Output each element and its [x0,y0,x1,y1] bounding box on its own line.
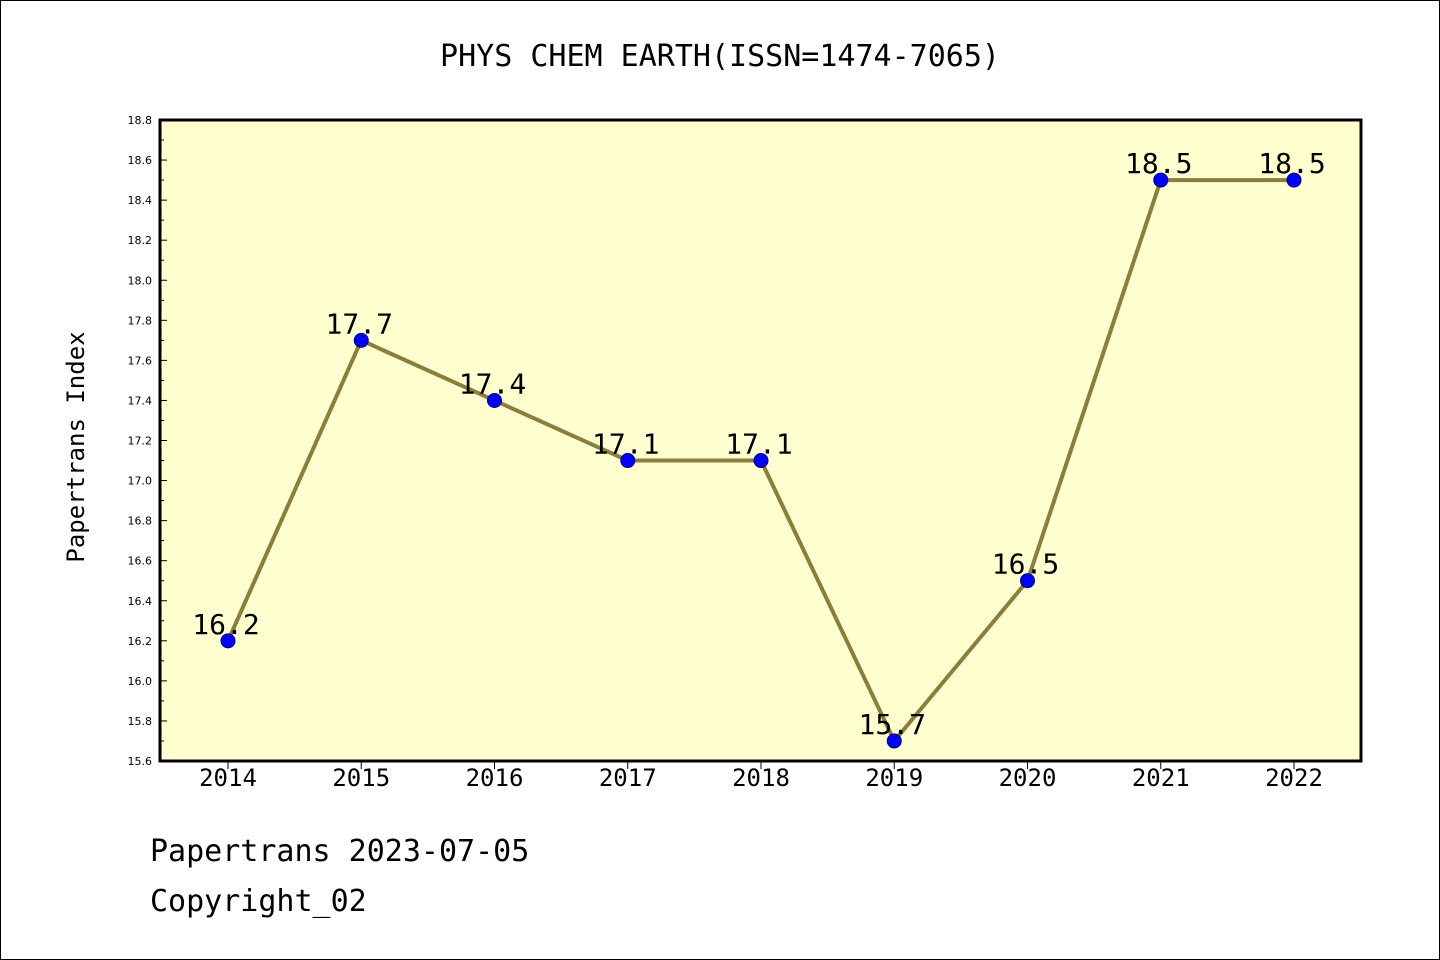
y-tick-label: 16.8 [128,515,153,528]
x-tick-label: 2017 [599,764,657,792]
data-label: 16.5 [992,548,1059,581]
footer-copyright: Copyright_02 [150,884,367,919]
y-tick-label: 18.2 [128,234,153,247]
plot-border [158,118,1363,763]
x-tick-label: 2020 [999,764,1057,792]
data-markers [220,172,1302,749]
y-tick-label: 16.2 [128,635,153,648]
data-label: 17.4 [459,367,526,400]
data-point [487,392,502,408]
x-tick-label: 2022 [1265,764,1323,792]
y-tick-label: 15.8 [128,715,153,728]
y-tick-label: 17.2 [128,435,153,448]
y-tick-label: 17.8 [128,314,153,327]
y-tick-label: 18.4 [128,194,153,207]
chart-title: PHYS CHEM EARTH(ISSN=1474-7065) [440,39,1000,74]
x-axis: 2014 2015 2016 2017 2018 2019 2020 2021 2022 [199,761,1323,792]
y-tick-label: 15.6 [128,755,153,768]
y-tick-label: 16.0 [128,675,153,688]
y-tick-label: 16.4 [128,595,153,608]
x-tick-label: 2016 [466,764,524,792]
y-tick-label: 18.0 [128,274,153,287]
data-label: 18.5 [1125,147,1192,180]
y-tick-label: 18.8 [128,114,153,127]
data-label: 15.7 [859,708,926,741]
x-tick-label: 2014 [199,764,257,792]
x-tick-label: 2019 [865,764,923,792]
x-tick-label: 2021 [1132,764,1190,792]
x-tick-label: 2018 [732,764,790,792]
data-point [353,332,369,348]
y-axis-label: Papertrans Index [62,331,90,562]
y-axis: 15.6 15.8 16.0 16.2 16.4 16.6 16.8 17.0 17.2 17.4… [128,114,167,768]
data-label: 16.2 [192,608,259,641]
y-tick-label: 17.6 [128,354,153,367]
footer-date: Papertrans 2023-07-05 [150,834,530,869]
y-tick-label: 16.6 [128,555,153,568]
x-tick-label: 2015 [332,764,390,792]
data-point [1286,172,1302,188]
data-point [886,733,902,749]
y-tick-label: 17.0 [128,475,153,488]
data-point [1153,172,1169,188]
data-point [1020,573,1035,589]
data-labels: 16.2 17.7 17.4 17.1 17.1 15.7 16.5 18.5 18.5 [192,147,1325,741]
data-label: 17.1 [725,428,792,461]
data-point [220,633,236,649]
data-point [753,453,769,469]
data-point [620,453,636,469]
data-label: 18.5 [1258,147,1325,180]
plot-area [160,120,1361,761]
y-tick-label: 18.6 [128,154,153,167]
data-label: 17.1 [592,428,659,461]
data-label: 17.7 [326,307,393,340]
y-tick-label: 17.4 [128,394,153,407]
